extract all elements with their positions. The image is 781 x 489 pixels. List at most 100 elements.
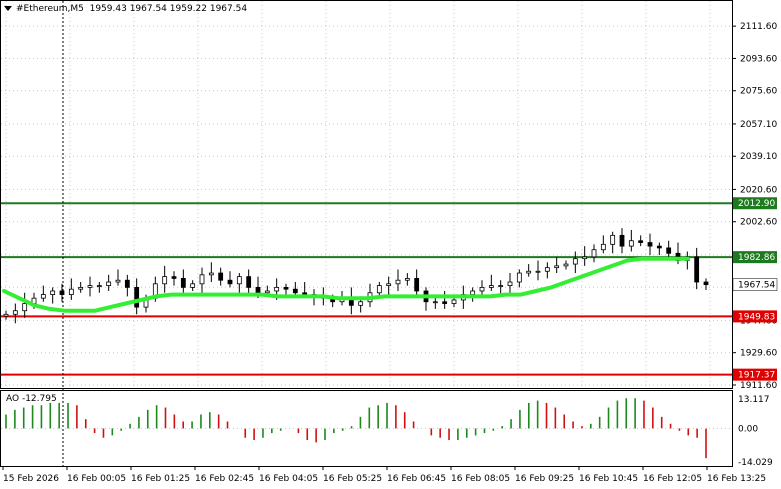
candle-body <box>404 278 410 281</box>
candle-body <box>50 290 56 295</box>
grid-lines <box>1 1 732 388</box>
candle-body <box>386 283 392 286</box>
ao-title: AO -12.795 <box>6 394 57 404</box>
candle-body <box>171 276 177 279</box>
candle-body <box>656 245 662 249</box>
candle-body <box>526 270 532 274</box>
candle-body <box>414 278 420 292</box>
candle-body <box>488 285 494 288</box>
level-tag-label: 1982.86 <box>738 253 775 263</box>
candle-body <box>358 301 364 306</box>
candle-body <box>115 279 121 283</box>
price-tick-label: 2111.60 <box>740 22 777 32</box>
time-tick-label: 16 Feb 12:05 <box>643 474 702 484</box>
candle-body <box>516 272 522 283</box>
ao-axis-label: 13.117 <box>738 395 770 405</box>
time-tick-label: 16 Feb 09:25 <box>515 474 574 484</box>
candle-body <box>264 290 270 294</box>
price-tick-label: 1911.60 <box>740 381 777 391</box>
candle-body <box>591 249 597 258</box>
price-tick-label: 2075.60 <box>740 87 777 97</box>
candle-body <box>190 283 196 288</box>
candle-body <box>442 301 448 304</box>
candle-body <box>87 285 93 288</box>
candle-body <box>162 276 168 285</box>
time-tick-label: 16 Feb 10:45 <box>579 474 638 484</box>
time-axis: 15 Feb 2026 16 Feb 00:05 16 Feb 01:25 16 Fe… <box>2 466 766 484</box>
price-tick-label: 2057.10 <box>740 120 777 130</box>
candle-body <box>12 310 18 315</box>
candle-body <box>544 267 550 272</box>
time-tick-label: 15 Feb 2026 <box>3 474 59 484</box>
candle-body <box>134 286 140 308</box>
candle-body <box>106 281 112 286</box>
time-tick-label: 16 Feb 02:45 <box>195 474 254 484</box>
candle-body <box>236 276 242 285</box>
main-chart-frame <box>0 0 733 389</box>
time-tick-label: 16 Feb 01:25 <box>131 474 190 484</box>
candle-body <box>507 281 513 286</box>
price-axis: 2111.60 2093.60 2075.60 2057.10 2039.10 2020.… <box>732 22 777 391</box>
level-tag <box>733 197 777 210</box>
level-tag <box>733 368 777 381</box>
candle-body <box>274 286 280 292</box>
candle-body <box>59 290 65 295</box>
candle-body <box>68 288 74 295</box>
candle-body <box>619 234 625 247</box>
ao-axis-label: 0.00 <box>738 424 758 434</box>
time-tick-label: 16 Feb 00:05 <box>67 474 126 484</box>
candle-body <box>376 285 382 294</box>
candle-body <box>451 299 457 304</box>
dropdown-triangle-icon[interactable] <box>4 6 12 11</box>
candle-body <box>292 288 298 294</box>
candle-body <box>22 303 28 312</box>
current-price-tag <box>732 278 778 291</box>
level-lines <box>1 202 732 376</box>
price-tick-label: 2039.10 <box>740 152 777 162</box>
candle-body <box>600 243 606 251</box>
candle-body <box>572 258 578 265</box>
candle-body <box>208 272 214 276</box>
time-tick-label: 16 Feb 13:25 <box>707 474 766 484</box>
candle-body <box>302 292 308 295</box>
candle-body <box>694 256 700 283</box>
time-tick-label: 16 Feb 05:25 <box>323 474 382 484</box>
candle-body <box>124 279 130 288</box>
candle-body <box>563 263 569 267</box>
candle-body <box>246 276 252 288</box>
price-tick-label: 1929.60 <box>740 349 777 359</box>
ao-axis-label: -14.029 <box>738 458 773 468</box>
candle-body <box>96 285 102 287</box>
candle-body <box>610 234 616 245</box>
ao-axis: 13.117 0.00 -14.029 <box>1 395 773 468</box>
level-tag <box>733 310 777 323</box>
candle-body <box>703 281 709 286</box>
candle-body <box>554 265 560 269</box>
candle-body <box>227 279 233 285</box>
candle-body <box>255 286 261 294</box>
candle-body <box>535 270 541 273</box>
candle-body <box>498 285 504 287</box>
candle-body <box>432 301 438 304</box>
candle-body <box>395 279 401 285</box>
candle-body <box>470 290 476 295</box>
level-tag-label: 1917.37 <box>738 371 775 381</box>
level-tag <box>733 251 777 264</box>
ao-histogram <box>5 398 707 459</box>
candle-body <box>479 286 485 292</box>
candle-body <box>647 242 653 247</box>
time-tick-label: 16 Feb 06:45 <box>387 474 446 484</box>
candle-body <box>40 294 46 299</box>
level-tag-label: 2012.90 <box>738 199 775 209</box>
candle-body <box>283 286 289 290</box>
chart-header: #Ethereum,M5 1959.43 1967.54 1959.22 196… <box>4 4 247 14</box>
candle-body <box>3 313 9 317</box>
candle-body <box>218 272 224 281</box>
candle-body <box>638 240 644 243</box>
price-tick-label: 2020.60 <box>740 185 777 195</box>
current-price-label: 1967.54 <box>738 281 775 291</box>
candle-body <box>180 278 186 288</box>
candle-body <box>78 286 84 290</box>
price-tick-label: 2002.60 <box>740 218 777 228</box>
